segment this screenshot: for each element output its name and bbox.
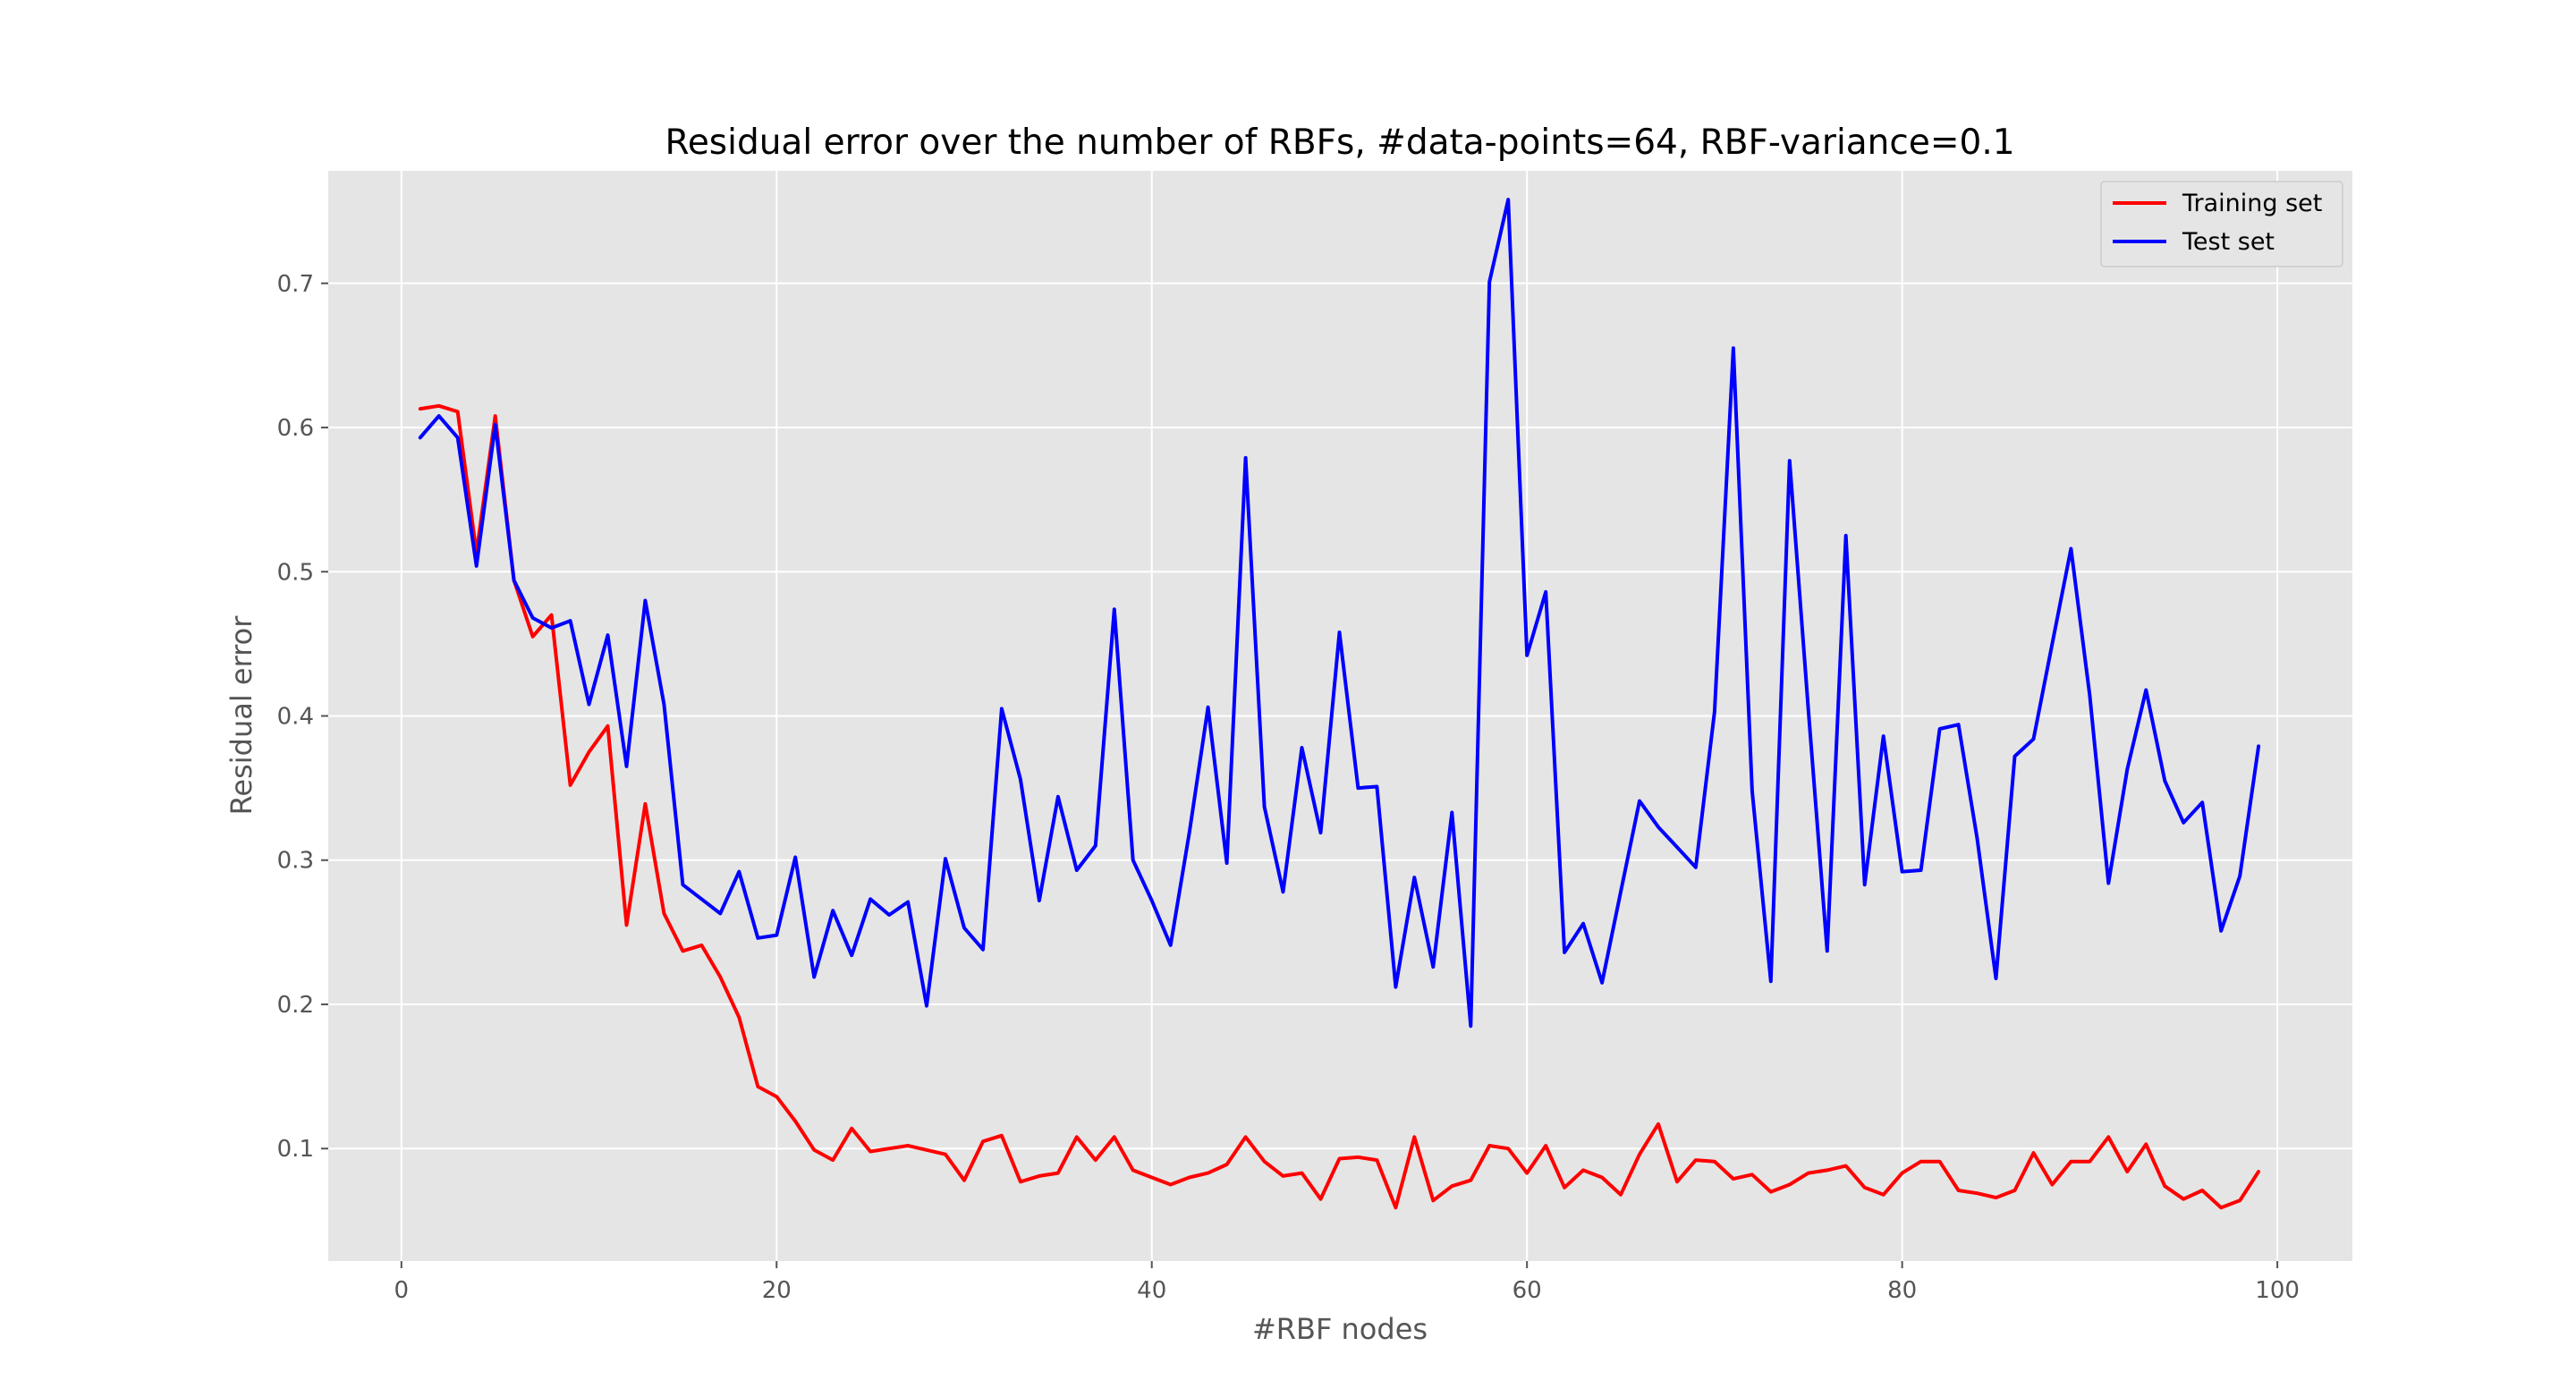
- test-set-line: [418, 198, 2261, 1029]
- legend: Training set Test set: [2100, 181, 2343, 267]
- y-tick-labels: 0.1 0.2 0.3 0.4 0.5 0.6 0.7: [277, 271, 314, 1163]
- x-tick-label: 60: [1513, 1277, 1542, 1304]
- y-axis-title: Residual error: [225, 615, 258, 816]
- y-tick-label: 0.2: [277, 992, 314, 1019]
- chart-title: Residual error over the number of RBFs, …: [665, 123, 2014, 163]
- x-tick-label: 20: [762, 1277, 792, 1304]
- training-set-line: [418, 403, 2261, 1210]
- series-layer: [418, 198, 2261, 1210]
- y-tick-label: 0.1: [277, 1136, 314, 1163]
- y-tick-label: 0.5: [277, 559, 314, 586]
- x-tick-label: 40: [1137, 1277, 1166, 1304]
- x-tick-label: 0: [394, 1277, 410, 1304]
- legend-label-test: Test set: [2182, 228, 2275, 256]
- legend-label-training: Training set: [2182, 190, 2322, 217]
- y-tick-label: 0.4: [277, 704, 314, 731]
- x-tick-label: 80: [1887, 1277, 1917, 1304]
- y-tick-label: 0.7: [277, 271, 314, 298]
- x-tick-labels: 0 20 40 60 80 100: [394, 1277, 2300, 1304]
- x-axis-title: #RBF nodes: [1252, 1312, 1428, 1346]
- y-tick-label: 0.3: [277, 848, 314, 875]
- x-tick-label: 100: [2255, 1277, 2300, 1304]
- y-tick-label: 0.6: [277, 415, 314, 442]
